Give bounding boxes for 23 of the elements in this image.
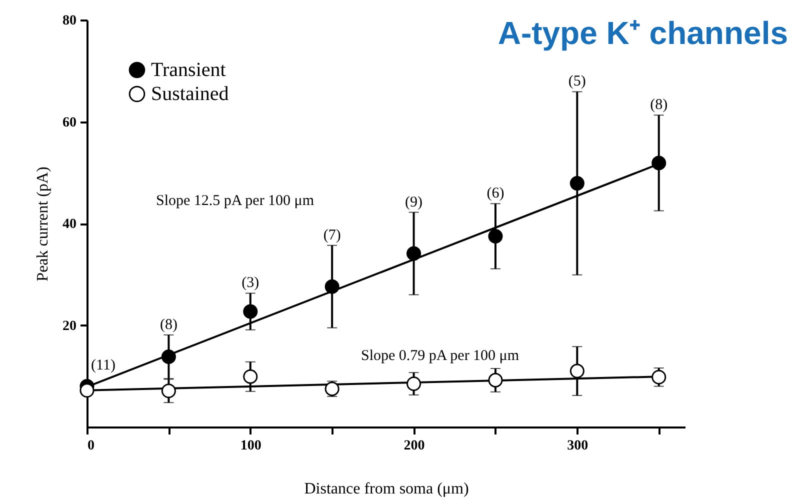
annotation: (3) bbox=[242, 275, 260, 292]
y-axis-title: Peak current (pA) bbox=[34, 166, 52, 282]
annotation: (8) bbox=[160, 316, 178, 333]
annotation: (5) bbox=[568, 74, 586, 90]
y-tick-label: 80 bbox=[62, 14, 76, 28]
annotation: Slope 12.5 pA per 100 μm bbox=[156, 193, 314, 209]
y-tick-label: 40 bbox=[62, 217, 76, 232]
y-tick-label: 20 bbox=[62, 318, 76, 334]
y-tick-label: 60 bbox=[62, 115, 76, 130]
x-tick-label: 0 bbox=[88, 438, 94, 454]
x-axis-title: Distance from soma (μm) bbox=[304, 480, 469, 498]
annotation: Slope 0.79 pA per 100 μm bbox=[360, 348, 520, 364]
x-tick-label: 100 bbox=[240, 438, 262, 454]
legend-label: Sustained bbox=[151, 83, 229, 105]
annotation: (9) bbox=[405, 194, 423, 210]
chart-title: A-type K⁺ channels bbox=[498, 15, 788, 51]
x-tick-label: 200 bbox=[404, 438, 425, 454]
legend-label: Transient bbox=[151, 59, 226, 81]
annotation: (8) bbox=[650, 97, 668, 114]
x-tick-label: 300 bbox=[567, 438, 588, 454]
annotation: (6) bbox=[486, 186, 504, 202]
annotation: (7) bbox=[323, 227, 341, 244]
annotation: (11) bbox=[91, 357, 116, 374]
